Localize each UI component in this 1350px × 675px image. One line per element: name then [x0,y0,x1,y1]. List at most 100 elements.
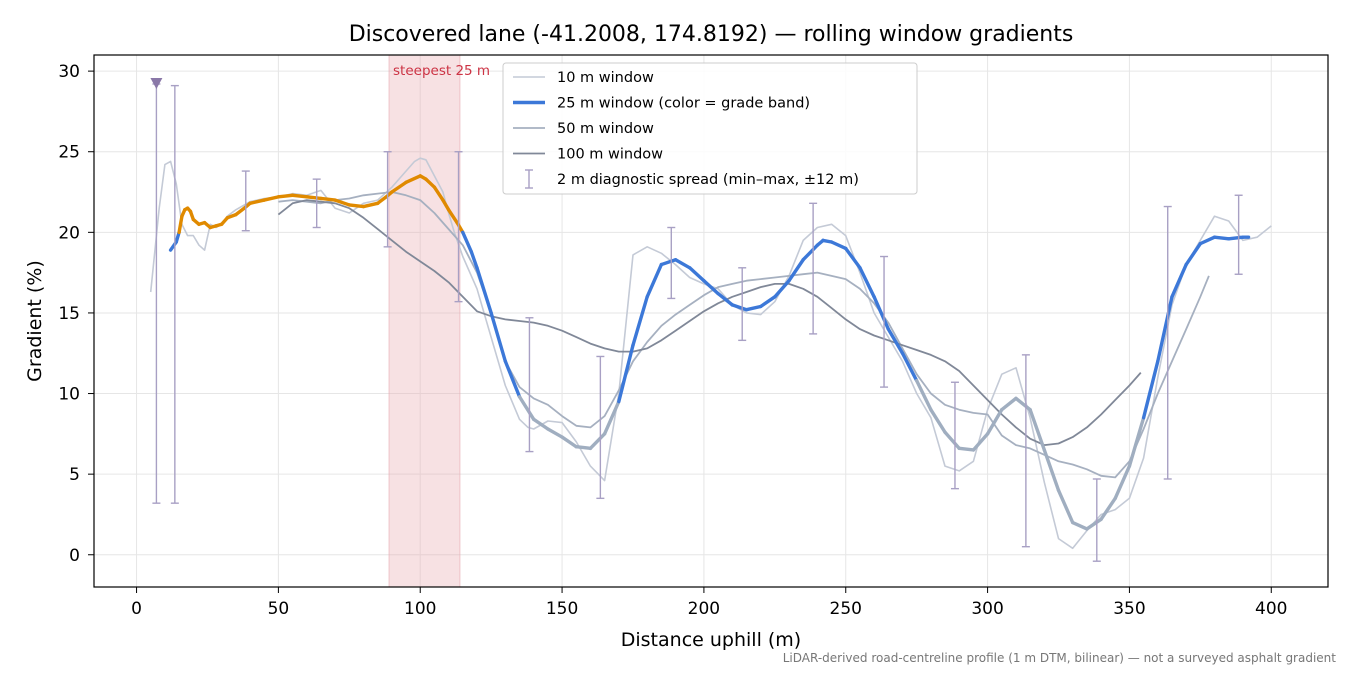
series-segment-25m [1170,262,1188,299]
series-segment-25m [716,291,734,307]
series-segment-25m [1028,407,1047,452]
series-segment-25m [914,378,933,412]
x-tick-label: 250 [830,599,862,619]
series-segment-25m [475,266,493,315]
series-segment-25m [1099,496,1117,521]
marker-layer [150,78,163,90]
series-segment-25m [517,395,536,422]
axes: 0 50 100 150 200 250 300 350 400 0 5 10 15 20 25 30 [58,62,1287,619]
y-tick-label: 30 [58,62,80,82]
plot-frame [93,54,1329,588]
series-segment-25m [262,195,281,202]
series-segment-25m [489,311,508,364]
series-segment-25m [432,185,445,202]
series-segment-25m [532,417,550,431]
x-tick-label: 200 [688,599,720,619]
series-segment-25m [659,258,678,267]
series-segment-25m [858,266,876,299]
x-tick-label: 400 [1255,599,1287,619]
series-segment-25m [404,174,422,185]
series-segment-25m [1042,448,1061,492]
series-segment-25m [177,214,184,235]
y-tick-label: 5 [69,465,80,485]
series-segment-25m [1198,235,1217,246]
series-segment-25m [844,246,862,270]
series-line-50m [278,191,1210,479]
series-segment-25m [801,243,820,262]
x-tick-label: 300 [971,599,1003,619]
legend-label: 10 m window [557,70,654,86]
series-segment-25m [1014,396,1032,412]
series-segment-25m [574,445,593,451]
x-tick-label: 50 [268,599,290,619]
chart-title: Discovered lane (-41.2008, 174.8192) — r… [349,22,1074,47]
series-segment-25m [290,193,309,199]
series-segment-25m [560,435,578,449]
series-segment-25m [971,432,990,452]
y-tick-label: 15 [58,304,80,324]
series-segment-25m [375,195,388,206]
series-segment-25m [688,266,706,283]
series-segment-25m [1000,396,1018,412]
series-segment-25m [773,278,791,299]
highlight-band [388,54,461,588]
series-segment-25m [758,295,777,309]
series-segment-25m [1127,416,1146,468]
series-segment-25m [702,278,720,296]
series-segment-25m [645,262,664,299]
series-segment-25m [1085,517,1103,531]
y-tick-label: 10 [58,385,80,405]
series-segment-25m [441,198,451,212]
x-axis-label: Distance uphill (m) [621,629,801,651]
series-segment-25m [1141,359,1160,420]
series-lines [149,157,1272,550]
legend-label: 100 m window [557,147,663,163]
series-segment-25m [617,343,635,404]
series-segment-25m [546,427,564,439]
series-segment-25m [234,206,247,217]
series-segment-25m [985,407,1004,436]
series-segment-25m [1156,295,1174,364]
series-segment-25m [503,359,522,399]
series-segment-25m [588,432,607,451]
series-segment-25m [424,177,437,189]
series-segment-25m [1212,235,1231,241]
series-segment-25m [1070,520,1089,531]
series-segment-25m [361,201,380,209]
series-segment-25m [943,430,961,451]
series-segment-25m [446,208,459,225]
legend-label: 50 m window [557,121,654,137]
legend-label: 2 m diagnostic spread (min–max, ±12 m) [557,172,859,188]
x-tick-label: 150 [546,599,578,619]
triangle-marker-icon [150,78,163,90]
highlight-label: steepest 25 m [393,63,490,79]
legend-box [502,62,918,195]
series-segment-25m [829,240,848,251]
series-segment-25m [248,198,266,206]
series-segment-25m [469,249,479,270]
steepest-segment-highlight: steepest 25 m [388,54,490,588]
series-segment-25m [631,295,649,347]
series-segment-25m [1113,464,1132,501]
series-segment-25m [319,196,337,202]
series-segment-25m [929,407,947,434]
series-segment-25m [886,327,905,355]
y-axis-label: Gradient (%) [24,260,46,382]
x-tick-label: 350 [1113,599,1145,619]
series-segment-25m [461,230,473,254]
series-segment-25m [347,203,366,209]
series-segment-25m [673,258,692,270]
series-segment-25m [1227,235,1245,241]
legend: 10 m window 25 m window (color = grade ba… [502,62,918,195]
series-segment-25m [787,258,805,283]
legend-label: 25 m window (color = grade band) [557,96,810,112]
series-line-10m [149,157,1272,550]
footnote: LiDAR-derived road-centreline profile (1… [782,651,1336,665]
series-segment-25m [305,195,323,201]
series-segment-25m [957,446,976,452]
series-segment-25m [602,399,621,436]
series-segment-25m [1184,241,1203,267]
series-segment-25m [744,304,763,312]
series-segment-25m [900,351,919,383]
